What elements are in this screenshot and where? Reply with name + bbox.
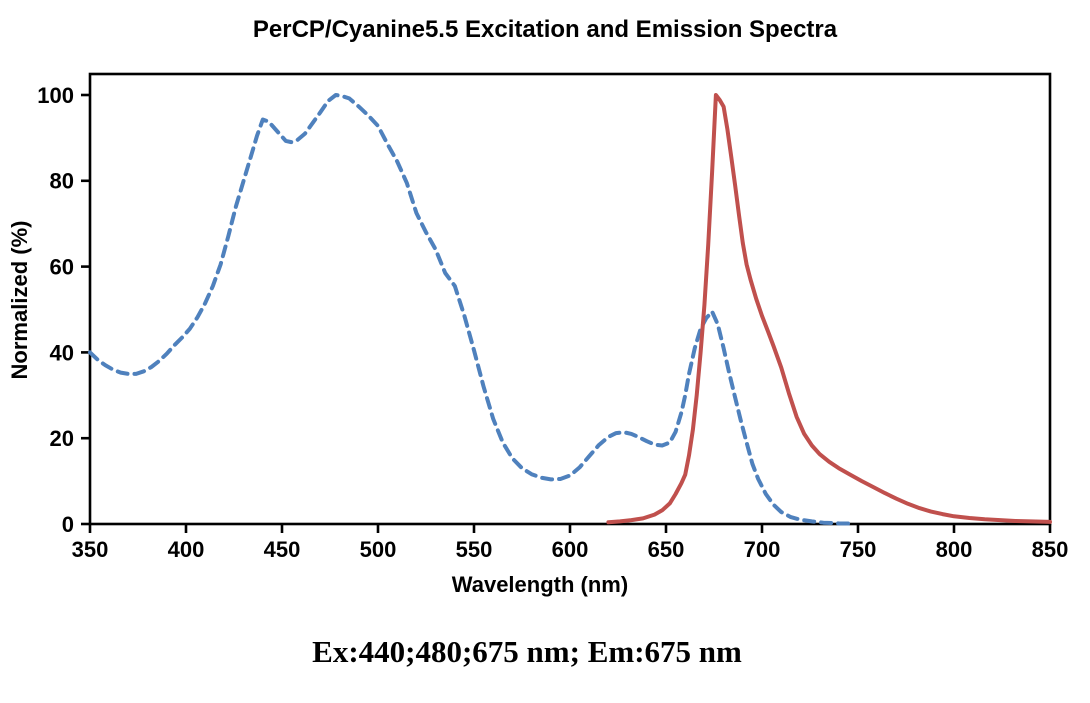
x-axis-ticks: 350 400 450 500 550 600 650 700 750 800 850	[72, 524, 1069, 562]
x-tick-label: 650	[648, 537, 685, 562]
chart-title: PerCP/Cyanine5.5 Excitation and Emission…	[252, 16, 838, 43]
y-axis-label: Normalized (%)	[7, 221, 32, 380]
x-tick-label: 500	[360, 537, 397, 562]
y-tick-label: 60	[50, 255, 74, 280]
plot-border	[88, 72, 1052, 526]
x-tick-label: 850	[1032, 537, 1069, 562]
x-tick-label: 600	[552, 537, 589, 562]
x-axis-label: Wavelength (nm)	[452, 572, 628, 597]
y-tick-label: 100	[37, 83, 74, 108]
x-tick-label: 350	[72, 537, 109, 562]
x-tick-label: 700	[744, 537, 781, 562]
y-tick-label: 80	[50, 169, 74, 194]
y-tick-label: 20	[50, 426, 74, 451]
x-tick-label: 450	[264, 537, 301, 562]
x-tick-label: 550	[456, 537, 493, 562]
y-tick-label: 0	[62, 512, 74, 537]
x-tick-label: 800	[936, 537, 973, 562]
y-tick-label: 40	[50, 340, 74, 365]
spectra-plot: 350 400 450 500 550 600 650 700 750 800 850 0 20 40 6…	[7, 72, 1069, 597]
y-axis-ticks: 0 20 40 60 80 100	[37, 83, 90, 537]
excitation-curve	[88, 93, 853, 526]
ex-em-annotation: Ex:440;480;675 nm; Em:675 nm	[312, 634, 742, 669]
spectra-curves	[88, 93, 1052, 526]
x-tick-label: 750	[840, 537, 877, 562]
x-tick-label: 400	[168, 537, 205, 562]
emission-curve	[606, 93, 1052, 525]
